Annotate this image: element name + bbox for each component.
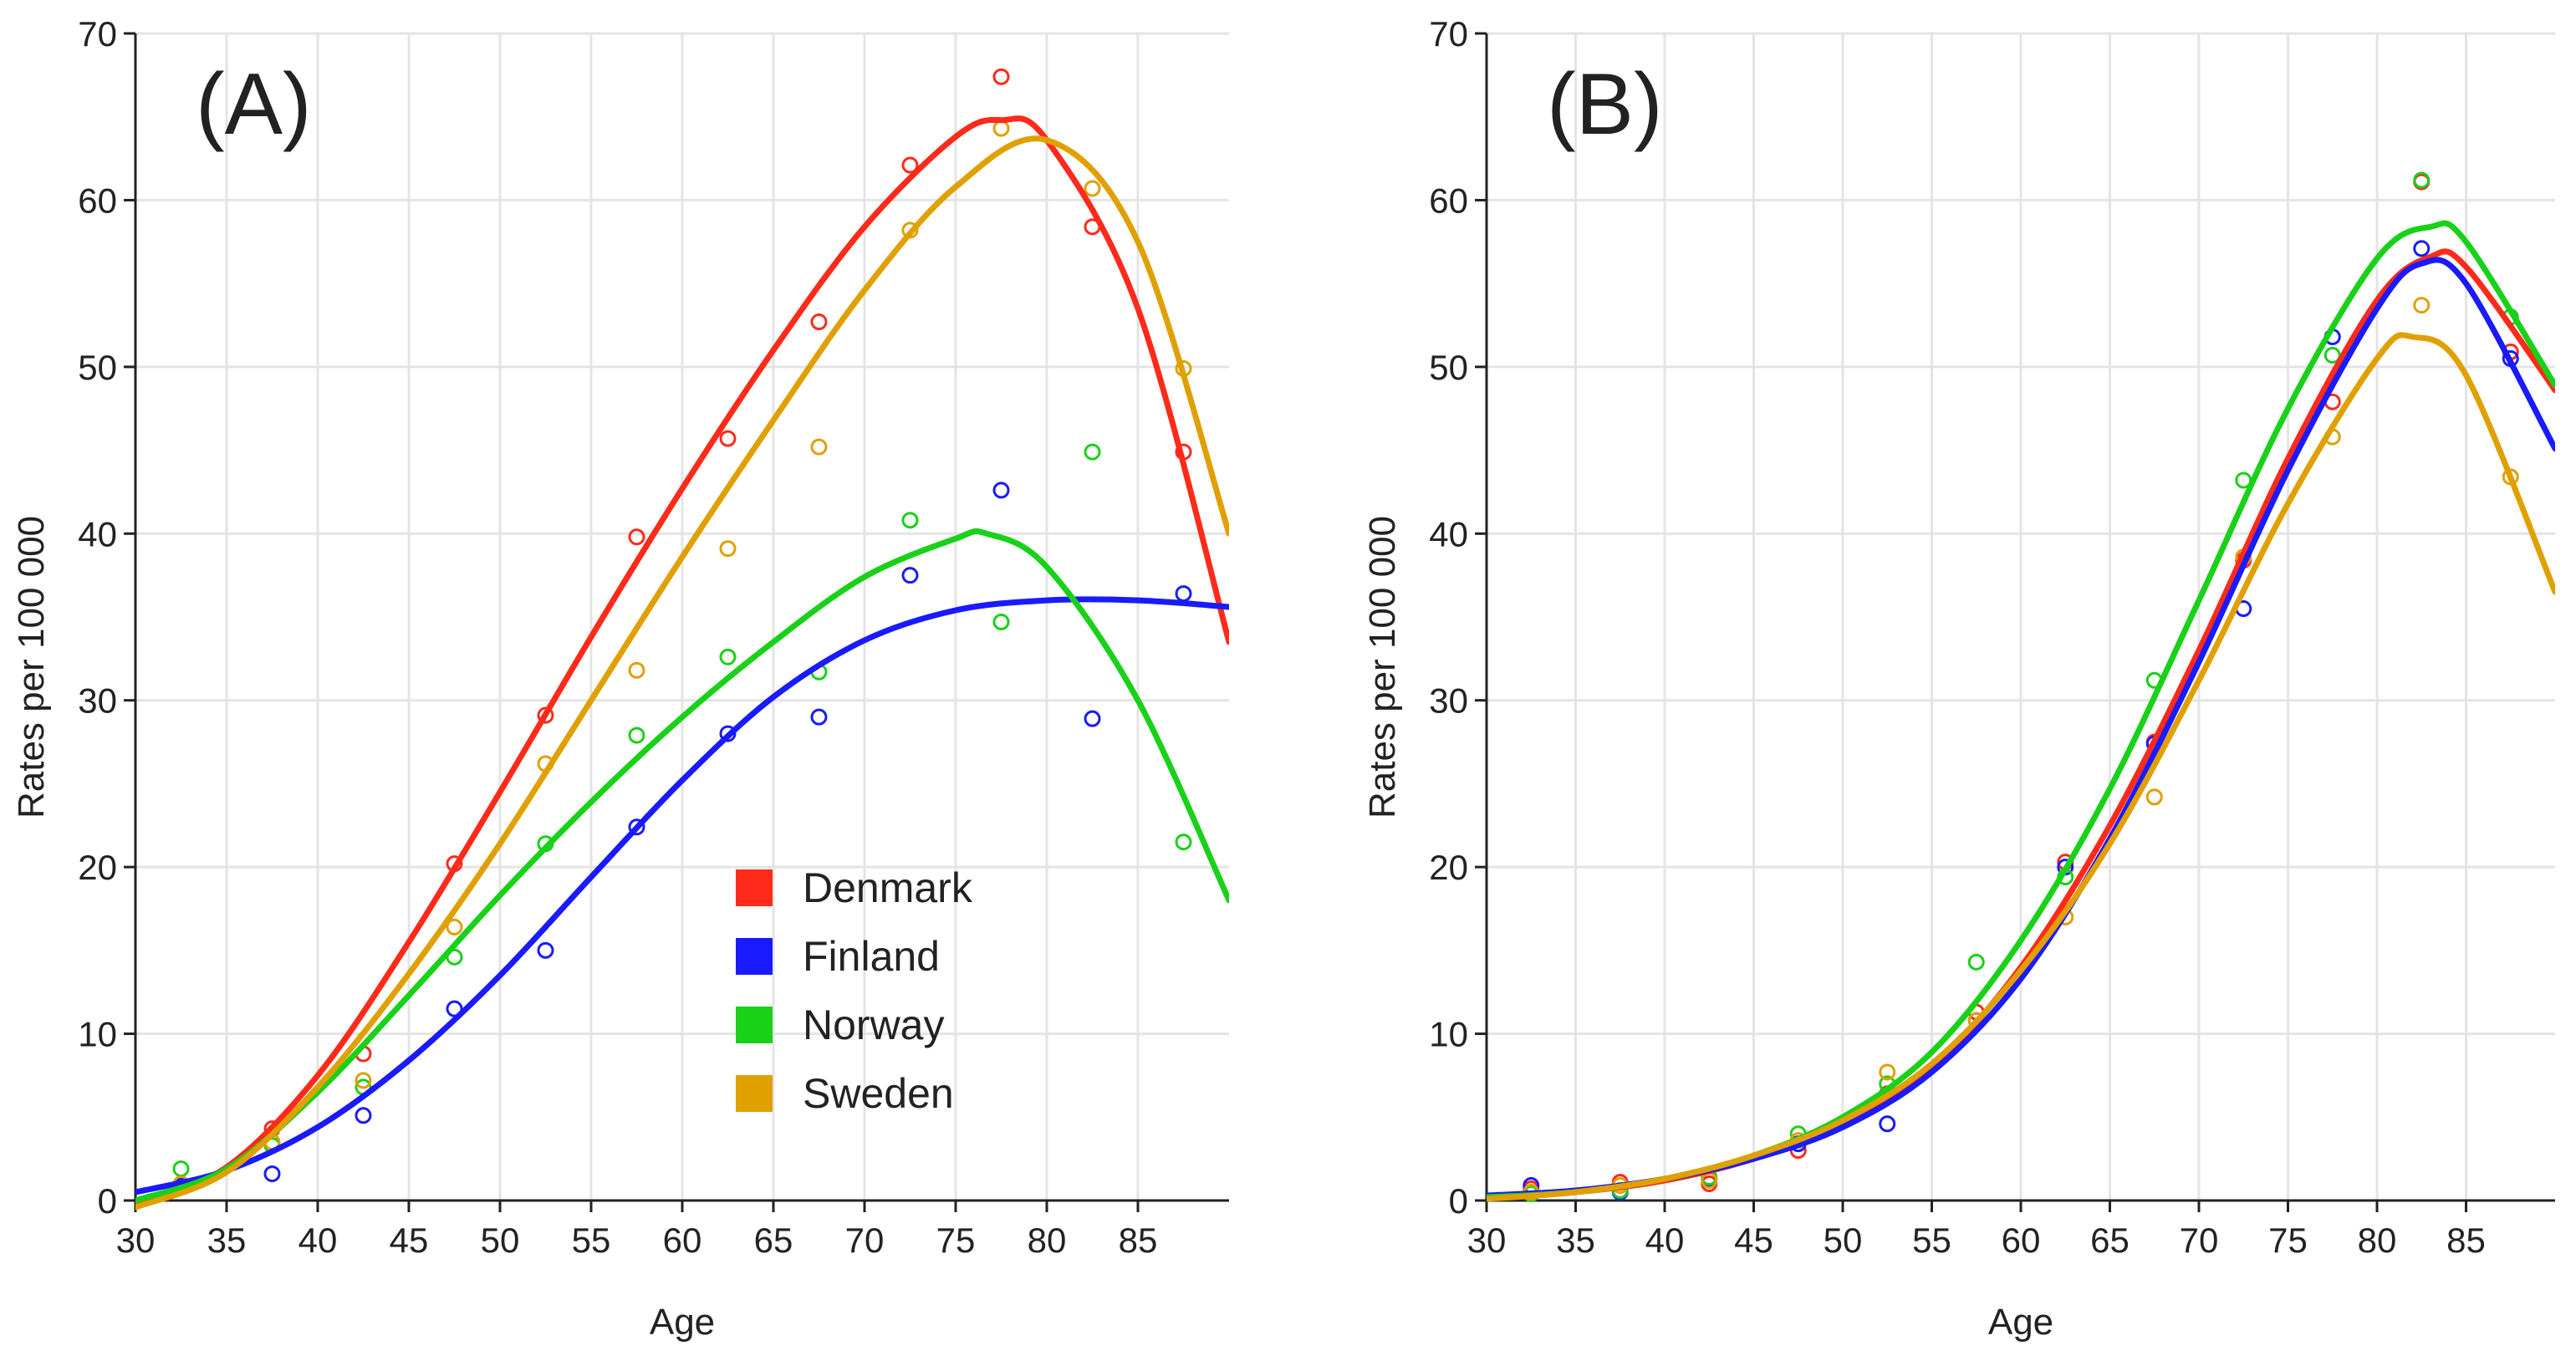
fit-line-norway: [135, 528, 1229, 1204]
data-point-sweden: [446, 918, 463, 935]
legend-label-norway: Norway: [803, 1002, 944, 1048]
fit-line-denmark: [135, 115, 1229, 1207]
y-tick-label: 50: [1429, 348, 1468, 387]
data-point-denmark: [628, 528, 645, 546]
x-tick-label: 35: [207, 1221, 247, 1260]
x-tick-label: 85: [1119, 1221, 1158, 1260]
y-tick-label: 0: [1449, 1181, 1468, 1221]
x-tick-label: 45: [1734, 1221, 1773, 1260]
y-tick-label: 20: [78, 848, 117, 887]
x-tick-label: 80: [1028, 1221, 1067, 1260]
x-tick-label: 75: [2268, 1221, 2308, 1260]
data-point-norway: [901, 512, 919, 529]
x-tick-label: 50: [1824, 1221, 1863, 1260]
panel-label: (B): [1547, 56, 1663, 153]
data-point-denmark: [810, 314, 828, 331]
x-tick-label: 30: [1467, 1221, 1507, 1260]
y-tick-label: 40: [1429, 514, 1468, 553]
data-point-sweden: [1084, 180, 1101, 197]
data-point-norway: [1967, 953, 1985, 971]
legend-swatch-sweden: [736, 1075, 773, 1112]
x-tick-label: 45: [390, 1221, 429, 1260]
data-point-norway: [992, 613, 1010, 630]
panel-label: (A): [196, 56, 312, 153]
data-point-sweden: [628, 661, 645, 679]
fit-line-sweden: [1487, 332, 2555, 1202]
data-point-norway: [628, 726, 645, 744]
fit-line-sweden: [135, 135, 1229, 1211]
x-tick-label: 80: [2358, 1221, 2397, 1260]
x-tick-label: 70: [845, 1221, 885, 1260]
y-tick-label: 0: [98, 1181, 117, 1221]
y-tick-label: 40: [78, 514, 117, 553]
data-point-finland: [810, 708, 828, 726]
data-point-sweden: [355, 1072, 372, 1089]
data-point-sweden: [719, 540, 737, 558]
y-tick-label: 30: [1429, 681, 1468, 721]
x-tick-label: 60: [2002, 1221, 2041, 1260]
x-tick-label: 65: [754, 1221, 793, 1260]
y-tick-label: 60: [78, 181, 117, 220]
x-tick-label: 85: [2446, 1221, 2486, 1260]
y-axis-title: Rates per 100 000: [11, 516, 52, 818]
data-point-norway: [1084, 443, 1101, 461]
data-point-norway: [1175, 833, 1192, 851]
x-tick-label: 70: [2180, 1221, 2219, 1260]
data-point-finland: [901, 567, 919, 584]
y-tick-label: 70: [1429, 14, 1468, 54]
x-axis-title: Age: [1988, 1302, 2053, 1343]
data-point-norway: [719, 648, 737, 665]
data-point-finland: [992, 482, 1010, 499]
data-point-sweden: [2145, 788, 2163, 806]
x-tick-label: 55: [1912, 1221, 1951, 1260]
fit-line-finland: [135, 596, 1229, 1195]
x-tick-label: 40: [298, 1221, 338, 1260]
x-tick-label: 35: [1556, 1221, 1595, 1260]
legend-swatch-finland: [736, 938, 773, 975]
data-point-sweden: [2413, 297, 2431, 314]
y-tick-label: 30: [78, 681, 117, 721]
data-point-denmark: [719, 430, 737, 447]
legend-label-denmark: Denmark: [803, 864, 973, 911]
data-point-norway: [2324, 346, 2341, 364]
legend-swatch-norway: [736, 1007, 773, 1043]
x-tick-label: 60: [663, 1221, 702, 1260]
x-tick-label: 65: [2090, 1221, 2130, 1260]
x-tick-label: 30: [116, 1221, 156, 1260]
data-point-finland: [2413, 240, 2431, 257]
y-tick-label: 10: [78, 1015, 117, 1054]
data-point-finland: [628, 818, 645, 836]
legend-label-sweden: Sweden: [803, 1070, 954, 1117]
y-tick-label: 20: [1429, 848, 1468, 887]
y-tick-label: 50: [78, 348, 117, 387]
y-tick-label: 70: [78, 14, 117, 54]
x-tick-label: 75: [936, 1221, 976, 1260]
y-axis-title: Rates per 100 000: [1362, 516, 1403, 818]
data-point-finland: [719, 725, 737, 742]
x-tick-label: 55: [572, 1221, 611, 1260]
legend-swatch-denmark: [736, 869, 773, 906]
data-point-denmark: [992, 68, 1010, 85]
y-tick-label: 60: [1429, 181, 1468, 220]
data-point-sweden: [1879, 1063, 1896, 1081]
data-point-finland: [263, 1165, 281, 1183]
x-tick-label: 50: [481, 1221, 520, 1260]
data-point-finland: [1879, 1115, 1896, 1133]
data-point-sweden: [810, 438, 828, 456]
data-point-finland: [537, 941, 554, 959]
panel-b: 30 35 40 45 50 55 60 65 70 75 80 85 0 10 20 30 40 50 60 70 A…: [1362, 14, 2555, 1343]
data-point-denmark: [537, 706, 554, 724]
data-point-finland: [355, 1107, 372, 1124]
y-tick-label: 10: [1429, 1015, 1468, 1054]
data-point-denmark: [901, 156, 919, 174]
x-axis-title: Age: [650, 1302, 715, 1343]
data-point-norway: [2413, 171, 2431, 189]
panel-a: 30 35 40 45 50 55 60 65 70 75 80 85 0 10 20 30 40 50 60 70 A…: [11, 14, 1229, 1343]
data-point-finland: [1084, 710, 1101, 727]
legend-label-finland: Finland: [803, 933, 940, 980]
legend: Denmark Finland Norway Sweden: [736, 864, 973, 1117]
x-tick-label: 40: [1645, 1221, 1685, 1260]
